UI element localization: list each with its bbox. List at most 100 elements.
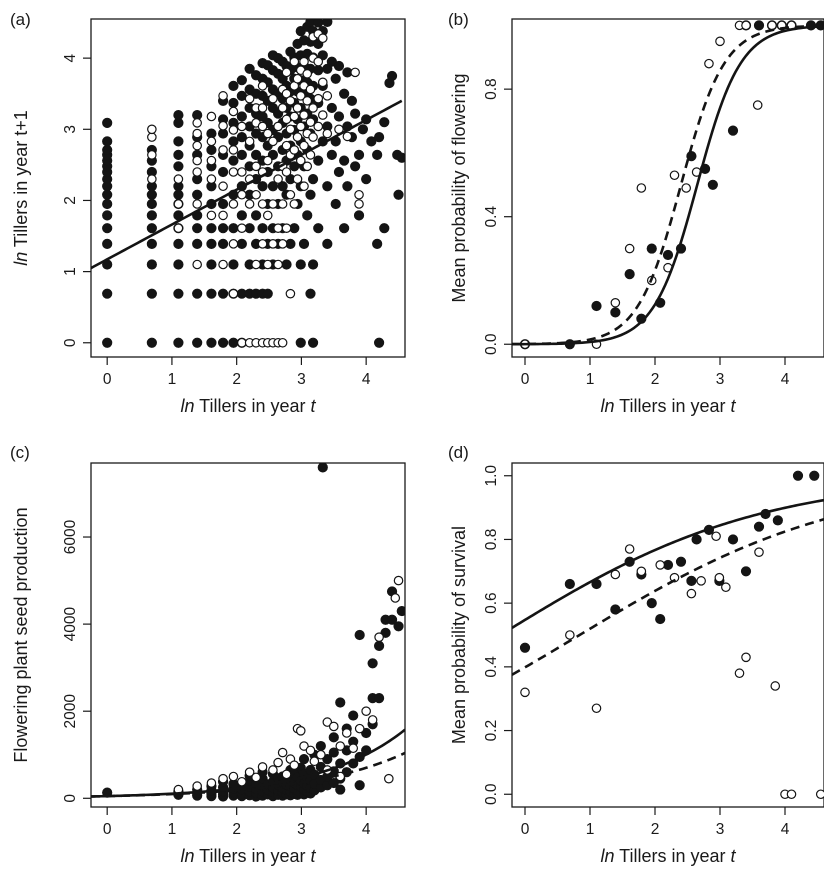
data-point-open xyxy=(624,544,635,554)
data-point-filled xyxy=(277,181,288,192)
panel-b: (b) 0 1 2 3 4 0.0 0.4 0.8 ln Tillers in year t Mea… xyxy=(448,10,824,416)
data-point-filled xyxy=(236,132,247,143)
y-tick-label: 4 xyxy=(62,53,79,62)
data-point-open xyxy=(273,121,283,132)
y-tick-label: 0.6 xyxy=(483,592,500,614)
data-point-filled xyxy=(386,614,398,625)
x-axis-label-prefix: ln xyxy=(600,396,614,416)
data-point-open xyxy=(206,174,217,184)
data-point-filled xyxy=(307,337,319,348)
data-point-filled xyxy=(173,149,184,161)
data-point-filled xyxy=(250,210,262,221)
x-tick-label: 1 xyxy=(168,821,177,838)
data-point-filled xyxy=(298,238,310,249)
data-point-open xyxy=(277,239,288,249)
data-point-open xyxy=(257,103,268,113)
data-point-open xyxy=(273,259,283,270)
plot-area xyxy=(91,463,405,802)
x-axis-label-suffix: t xyxy=(731,846,737,866)
data-point-filled xyxy=(102,136,113,147)
data-point-open xyxy=(302,161,313,172)
data-point-filled xyxy=(591,300,602,312)
data-point-open xyxy=(704,58,714,69)
data-point-open xyxy=(237,121,247,132)
data-point-filled xyxy=(228,223,239,234)
data-point-open xyxy=(313,56,324,67)
plot-frame xyxy=(90,462,406,808)
data-point-open xyxy=(316,749,326,760)
data-point-filled xyxy=(146,223,157,234)
data-point-open xyxy=(237,189,247,200)
data-point-open xyxy=(322,717,333,727)
data-point-open xyxy=(299,110,309,120)
data-point-open xyxy=(309,756,320,767)
data-point-open xyxy=(299,56,309,67)
data-point-filled xyxy=(809,470,820,481)
data-point-open xyxy=(624,243,635,254)
data-point-open xyxy=(313,121,324,132)
data-point-open xyxy=(715,36,725,47)
data-point-filled xyxy=(102,337,113,348)
data-point-open xyxy=(520,687,530,698)
plot-area xyxy=(91,19,405,348)
data-point-filled xyxy=(236,149,247,161)
data-point-open xyxy=(273,174,283,184)
x-axis-label: ln Tillers in year t xyxy=(180,846,316,866)
x-axis-label: ln Tillers in year t xyxy=(600,396,736,416)
data-point-open xyxy=(292,103,303,113)
data-point-open xyxy=(268,136,278,147)
data-point-open xyxy=(244,136,255,147)
data-point-filled xyxy=(322,181,333,192)
data-point-filled xyxy=(357,124,369,135)
x-axis-label-suffix: t xyxy=(311,396,317,416)
data-point-filled xyxy=(707,179,718,190)
data-point-filled xyxy=(217,223,229,234)
plot-area xyxy=(512,470,824,800)
data-point-open xyxy=(786,789,797,800)
data-point-open xyxy=(711,531,721,542)
data-point-open xyxy=(257,762,268,772)
x-tick-label: 0 xyxy=(103,821,112,838)
data-point-filled xyxy=(217,198,229,210)
data-point-filled xyxy=(315,740,326,752)
data-point-open xyxy=(299,741,309,751)
data-point-open xyxy=(390,593,401,603)
data-point-open xyxy=(285,189,296,200)
data-point-filled xyxy=(173,238,184,249)
data-point-filled xyxy=(102,223,113,234)
data-point-open xyxy=(173,174,184,184)
data-point-open xyxy=(752,100,763,110)
y-tick-label: 2000 xyxy=(62,694,79,729)
data-point-filled xyxy=(519,642,531,653)
data-point-open xyxy=(770,681,781,691)
data-point-open xyxy=(218,181,228,192)
data-point-open xyxy=(696,576,706,586)
data-point-open xyxy=(262,128,273,139)
data-point-filled xyxy=(328,732,339,743)
data-point-open xyxy=(268,765,278,775)
data-point-filled xyxy=(173,161,184,172)
data-point-open xyxy=(228,771,239,782)
panel-d: (d) 0 1 2 3 4 0.0 0.2 0.4 0.6 0.8 1.0 ln Tillers in … xyxy=(448,443,824,866)
y-tick-label: 0.4 xyxy=(483,656,500,678)
data-point-filled xyxy=(146,189,157,200)
data-point-filled xyxy=(646,598,657,609)
y-tick-label: 6000 xyxy=(62,519,79,554)
data-point-filled xyxy=(257,181,268,192)
data-point-filled xyxy=(313,19,324,28)
x-axis-label-prefix: ln xyxy=(180,396,194,416)
x-axis-label-prefix: ln xyxy=(180,846,194,866)
data-point-open xyxy=(277,747,288,758)
data-point-open xyxy=(292,132,303,142)
data-point-filled xyxy=(313,65,324,76)
data-point-open xyxy=(268,199,278,209)
data-point-open xyxy=(206,155,217,166)
data-point-open xyxy=(262,210,273,221)
data-point-filled xyxy=(173,259,184,270)
data-point-open xyxy=(251,161,261,172)
x-tick-label: 2 xyxy=(651,371,660,388)
data-point-open xyxy=(374,632,384,642)
data-point-open xyxy=(295,91,306,101)
fitted-curve-dashed xyxy=(512,24,824,346)
data-point-filled xyxy=(354,629,365,641)
